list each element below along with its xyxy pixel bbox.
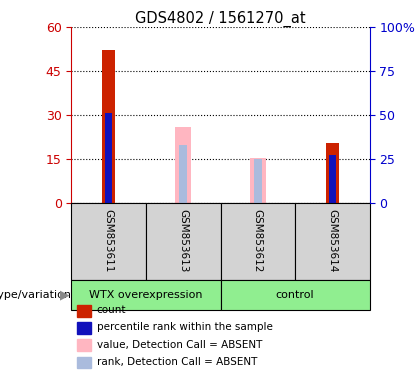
Text: GSM853613: GSM853613 [178,209,188,273]
Text: control: control [276,290,314,300]
Bar [77,322,91,334]
Bar [328,156,336,203]
Bar [326,143,339,203]
Text: GSM853612: GSM853612 [253,209,263,273]
Bar [249,158,266,203]
Text: percentile rank within the sample: percentile rank within the sample [97,323,273,333]
Bar [220,280,370,310]
Text: count: count [97,305,126,315]
Bar [254,159,262,203]
Bar [77,305,91,317]
Bar [105,113,113,203]
Title: GDS4802 / 1561270_at: GDS4802 / 1561270_at [135,11,306,27]
Bar [179,145,187,203]
Bar [220,203,295,280]
Text: value, Detection Call = ABSENT: value, Detection Call = ABSENT [97,339,262,349]
Text: GSM853611: GSM853611 [104,209,114,273]
Bar [71,280,220,310]
Bar [175,127,192,203]
Bar [77,339,91,351]
Text: ▶: ▶ [60,289,70,302]
Text: genotype/variation: genotype/variation [0,290,71,300]
Bar [71,203,146,280]
Text: WTX overexpression: WTX overexpression [89,290,203,300]
Text: GSM853614: GSM853614 [327,209,337,273]
Text: rank, Detection Call = ABSENT: rank, Detection Call = ABSENT [97,357,257,367]
Bar [102,50,116,203]
Bar [295,203,370,280]
Bar [77,356,91,368]
Bar [146,203,220,280]
